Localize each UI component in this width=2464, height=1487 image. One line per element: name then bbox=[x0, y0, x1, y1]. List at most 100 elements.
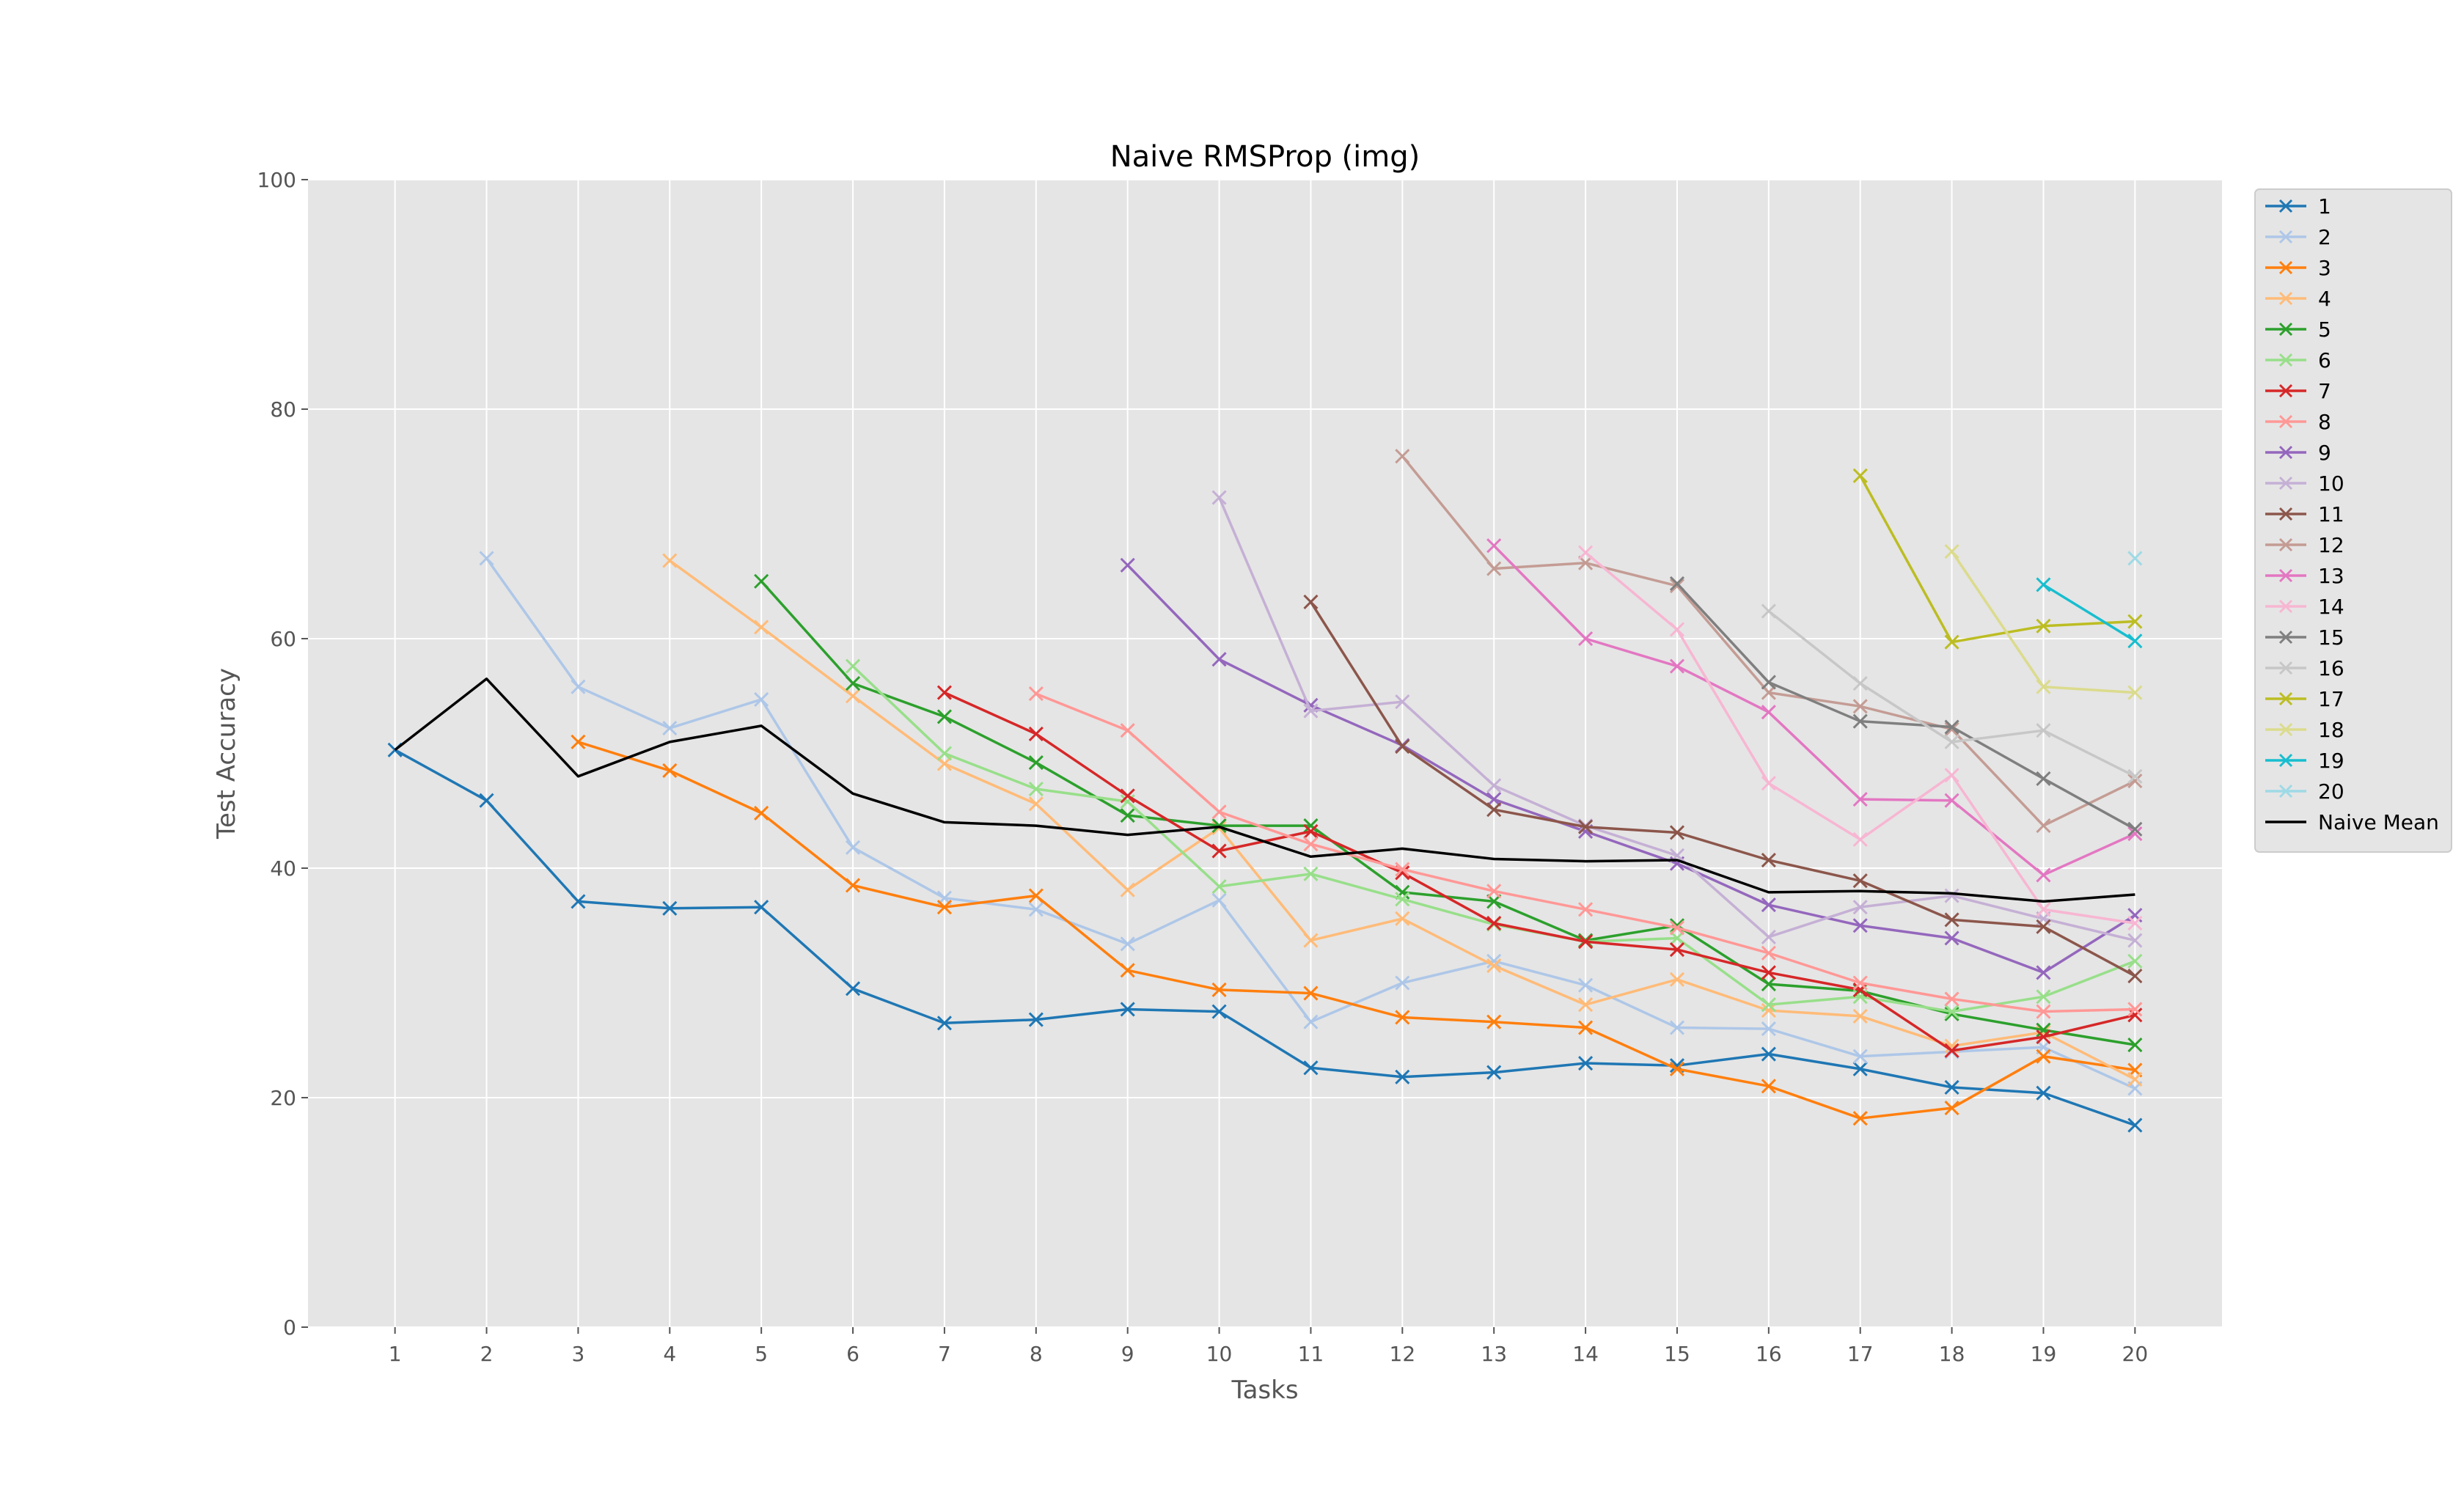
data-point bbox=[1761, 929, 1776, 944]
data-point bbox=[2127, 1037, 2143, 1053]
data-point bbox=[2127, 551, 2143, 566]
data-point bbox=[936, 746, 952, 761]
data-point bbox=[2127, 634, 2143, 649]
series-line bbox=[1126, 564, 2136, 974]
series-line bbox=[1492, 544, 2136, 877]
data-point bbox=[1028, 1012, 1044, 1027]
data-point bbox=[2127, 916, 2143, 931]
x-tick-label: 7 bbox=[938, 1342, 951, 1366]
data-point bbox=[1211, 878, 1227, 895]
data-point bbox=[2036, 902, 2051, 917]
series-line bbox=[1859, 474, 2135, 644]
data-point bbox=[479, 551, 494, 566]
data-point bbox=[1944, 768, 1959, 783]
data-point bbox=[1028, 796, 1044, 812]
data-point bbox=[479, 793, 494, 808]
legend-marker bbox=[2278, 291, 2293, 306]
legend-marker bbox=[2278, 507, 2293, 521]
legend-marker bbox=[2278, 260, 2293, 275]
data-point bbox=[845, 675, 861, 691]
y-tick-label: 20 bbox=[270, 1086, 296, 1110]
data-point bbox=[1578, 819, 1594, 834]
data-point bbox=[1395, 1069, 1410, 1084]
legend-item: 8 bbox=[2265, 410, 2331, 434]
legend-item: 10 bbox=[2265, 471, 2344, 496]
data-point bbox=[1578, 1055, 1594, 1071]
data-point bbox=[1028, 888, 1044, 903]
data-point bbox=[1944, 1006, 1959, 1021]
data-point bbox=[1303, 823, 1319, 839]
legend-item: 4 bbox=[2265, 287, 2331, 311]
legend-label: 9 bbox=[2318, 441, 2331, 465]
data-point bbox=[1120, 557, 1135, 573]
data-point bbox=[1395, 975, 1410, 991]
legend-label: 7 bbox=[2318, 379, 2331, 403]
data-point bbox=[936, 709, 952, 724]
data-point bbox=[2036, 723, 2051, 738]
data-point bbox=[845, 658, 861, 674]
data-point bbox=[1303, 594, 1319, 609]
data-point bbox=[754, 573, 769, 589]
data-point bbox=[1303, 1014, 1319, 1029]
data-point bbox=[1578, 902, 1594, 917]
data-point bbox=[662, 721, 678, 736]
data-point bbox=[1669, 825, 1685, 840]
y-axis-label: Test Accuracy bbox=[212, 668, 241, 840]
data-point bbox=[2127, 614, 2143, 629]
legend-marker bbox=[2278, 476, 2293, 491]
data-point bbox=[1395, 449, 1410, 464]
series-17 bbox=[1852, 468, 2143, 650]
data-point bbox=[1211, 652, 1227, 667]
legend-marker bbox=[2278, 784, 2293, 798]
data-point bbox=[936, 1016, 952, 1031]
data-point bbox=[1761, 1021, 1776, 1037]
data-point bbox=[1852, 675, 1868, 691]
legend-marker bbox=[2278, 753, 2293, 768]
series-line bbox=[1676, 582, 2136, 831]
legend-label: 14 bbox=[2318, 595, 2344, 619]
x-tick-label: 1 bbox=[389, 1342, 402, 1366]
data-point bbox=[1211, 982, 1227, 997]
legend-box bbox=[2254, 188, 2452, 853]
series-16 bbox=[1761, 603, 2143, 784]
x-tick-label: 5 bbox=[755, 1342, 768, 1366]
data-point bbox=[754, 900, 769, 915]
legend-item: 13 bbox=[2265, 564, 2344, 588]
data-point bbox=[1761, 705, 1776, 720]
data-point bbox=[2036, 919, 2051, 934]
data-point bbox=[754, 805, 769, 820]
legend-marker bbox=[2278, 691, 2293, 706]
data-point bbox=[1852, 1008, 1868, 1024]
x-tick-label: 12 bbox=[1390, 1342, 1416, 1366]
data-point bbox=[1395, 1010, 1410, 1025]
data-point bbox=[754, 691, 769, 708]
legend-marker bbox=[2278, 630, 2293, 645]
data-point bbox=[2036, 867, 2051, 883]
data-point bbox=[1761, 776, 1776, 791]
x-tick-label: 15 bbox=[1664, 1342, 1690, 1366]
data-point bbox=[1211, 804, 1227, 820]
series-9 bbox=[1120, 557, 2143, 980]
data-point bbox=[1669, 658, 1685, 674]
data-point bbox=[2127, 768, 2143, 784]
data-point bbox=[1944, 888, 1959, 903]
data-point bbox=[2127, 685, 2143, 700]
legend-label: 2 bbox=[2318, 225, 2331, 249]
data-point bbox=[1944, 912, 1959, 928]
data-point bbox=[1395, 911, 1410, 926]
series-18 bbox=[1944, 543, 2143, 700]
data-point bbox=[2036, 618, 2051, 634]
legend-marker bbox=[2278, 599, 2293, 614]
legend-label: 1 bbox=[2318, 194, 2331, 219]
legend-marker bbox=[2278, 568, 2293, 583]
series-19 bbox=[2036, 577, 2143, 649]
y-axis-ticks: 0 20 40 60 80 100 bbox=[257, 168, 308, 1340]
legend-label: 8 bbox=[2318, 410, 2331, 434]
data-point bbox=[1669, 1061, 1685, 1076]
data-point bbox=[1944, 1043, 1959, 1058]
data-point bbox=[1944, 1079, 1959, 1095]
data-point bbox=[1669, 576, 1685, 591]
data-point bbox=[1578, 997, 1594, 1013]
legend-item: 9 bbox=[2265, 441, 2331, 465]
